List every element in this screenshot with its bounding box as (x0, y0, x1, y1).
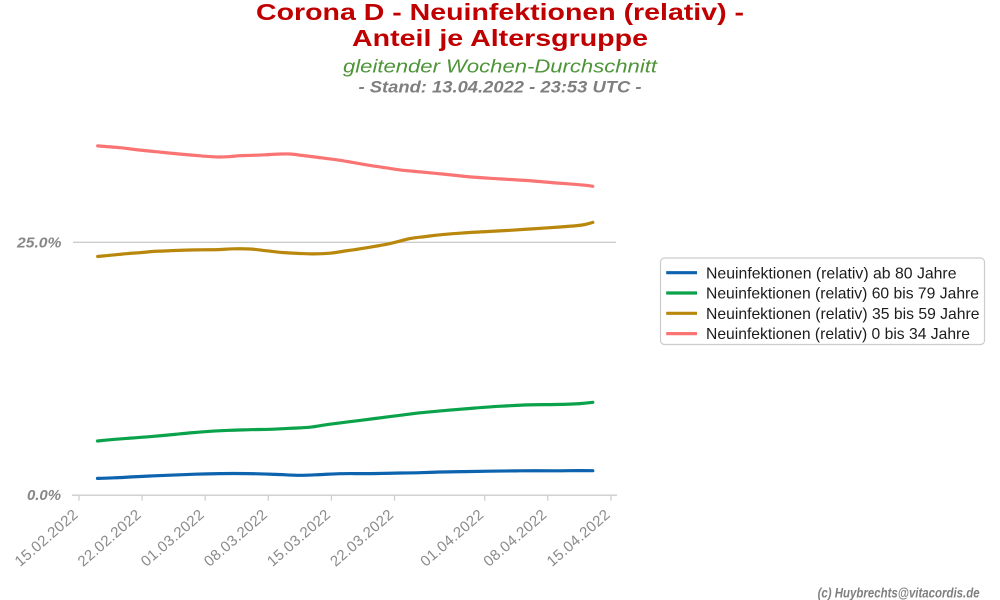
svg-text:Neuinfektionen (relativ) ab 80: Neuinfektionen (relativ) ab 80 Jahre (706, 265, 957, 282)
svg-text:Anteil je Altersgruppe: Anteil je Altersgruppe (352, 25, 648, 51)
svg-text:25.0%: 25.0% (16, 235, 62, 252)
svg-text:0.0%: 0.0% (27, 487, 61, 504)
svg-text:Neuinfektionen (relativ) 35 bi: Neuinfektionen (relativ) 35 bis 59 Jahre (706, 306, 980, 323)
svg-text:Corona D - Neuinfektionen (rel: Corona D - Neuinfektionen (relativ) - (256, 0, 744, 25)
svg-text:Neuinfektionen (relativ) 0 bis: Neuinfektionen (relativ) 0 bis 34 Jahre (706, 326, 970, 343)
svg-text:- Stand: 13.04.2022 - 23:53 UT: - Stand: 13.04.2022 - 23:53 UTC - (359, 77, 642, 96)
svg-text:gleitender Wochen-Durchschnitt: gleitender Wochen-Durchschnitt (343, 55, 658, 76)
svg-text:Neuinfektionen (relativ) 60 bi: Neuinfektionen (relativ) 60 bis 79 Jahre (706, 286, 979, 303)
svg-text:(c) Huybrechts@vitacordis.de: (c) Huybrechts@vitacordis.de (818, 585, 980, 600)
